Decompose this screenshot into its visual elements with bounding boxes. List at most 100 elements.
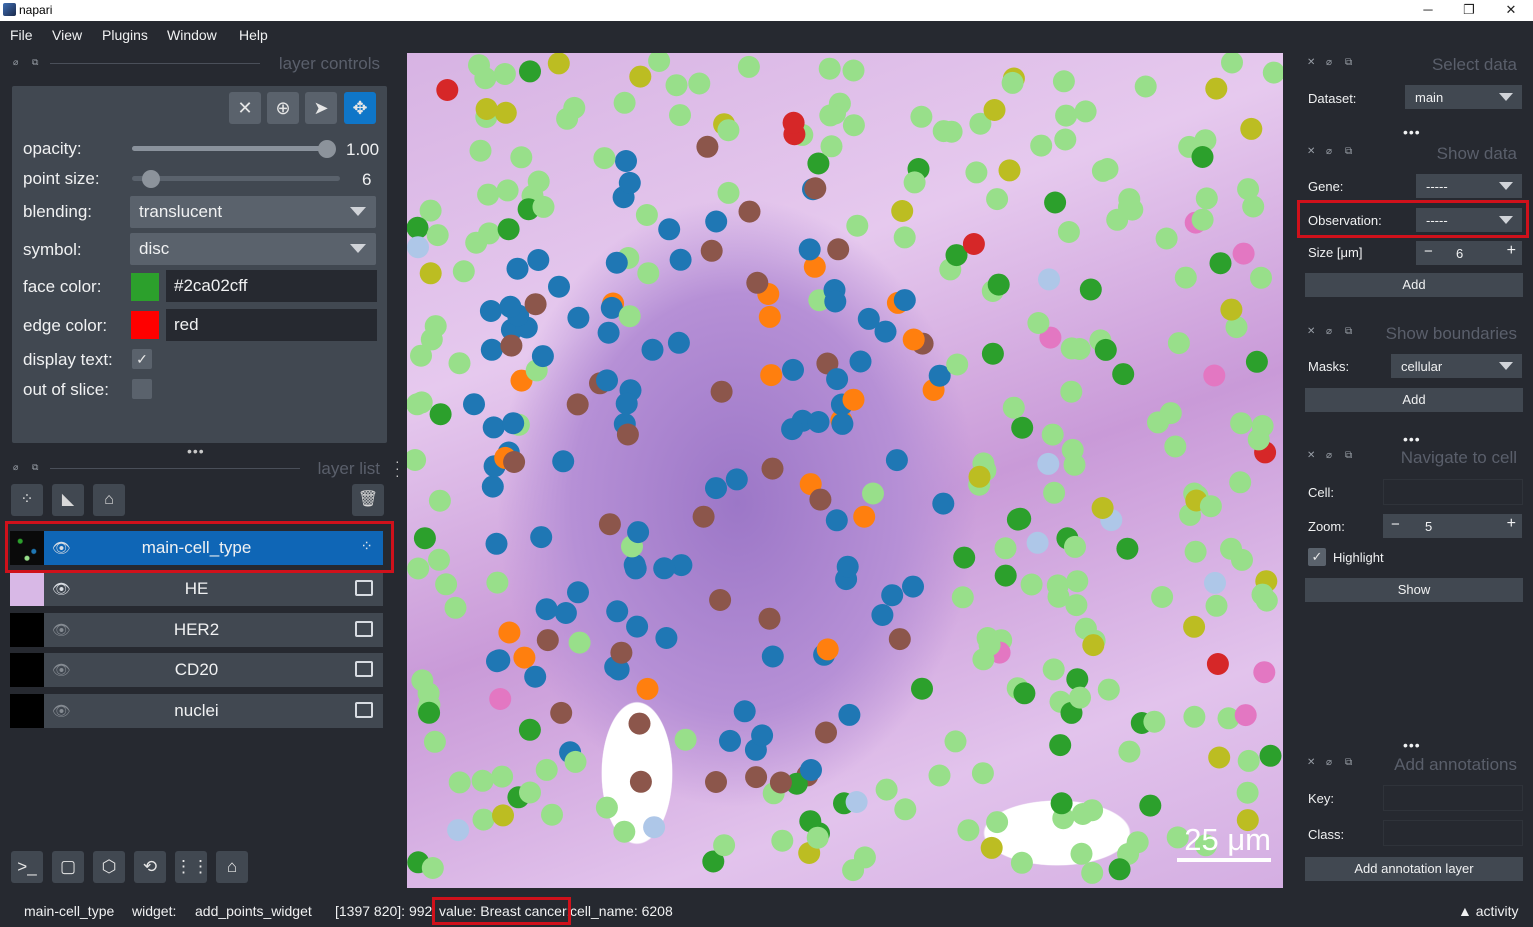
show-cell-button[interactable]: Show xyxy=(1305,578,1523,602)
cell-point[interactable] xyxy=(513,646,536,669)
cell-point[interactable] xyxy=(519,60,541,83)
cell-point[interactable] xyxy=(600,296,623,319)
cell-point[interactable] xyxy=(845,791,868,813)
cell-point[interactable] xyxy=(669,248,692,271)
cell-point[interactable] xyxy=(1052,70,1075,93)
close-icon[interactable]: ✕ xyxy=(1307,146,1316,157)
visibility-eye-icon[interactable]: 👁 xyxy=(52,540,72,557)
cell-point[interactable] xyxy=(536,629,559,652)
cell-point[interactable] xyxy=(894,798,917,821)
layer-list-options-icon[interactable]: · · · xyxy=(395,453,400,483)
cell-point[interactable] xyxy=(969,112,992,135)
cell-point[interactable] xyxy=(1139,794,1162,817)
cell-point[interactable] xyxy=(932,492,955,515)
cell-point[interactable] xyxy=(1112,363,1135,386)
cell-point[interactable] xyxy=(746,271,769,294)
out-of-slice-checkbox[interactable] xyxy=(132,379,152,399)
cell-point[interactable] xyxy=(1081,861,1104,884)
class-input[interactable] xyxy=(1383,820,1523,846)
cell-point[interactable] xyxy=(1013,682,1036,705)
cell-point[interactable] xyxy=(429,403,452,426)
add-annotation-layer-button[interactable]: Add annotation layer xyxy=(1305,857,1523,881)
cell-point[interactable] xyxy=(463,393,485,416)
cell-point[interactable] xyxy=(825,509,848,532)
cell-point[interactable] xyxy=(725,468,748,491)
cell-point[interactable] xyxy=(535,598,558,621)
cell-point[interactable] xyxy=(1049,734,1072,757)
cell-point[interactable] xyxy=(615,150,637,172)
cell-point[interactable] xyxy=(636,677,659,700)
cell-point[interactable] xyxy=(1011,416,1034,439)
cell-point[interactable] xyxy=(502,412,525,435)
cell-point[interactable] xyxy=(971,762,994,785)
cell-point[interactable] xyxy=(418,701,441,724)
cell-point[interactable] xyxy=(853,505,876,528)
console-button[interactable]: >_ xyxy=(11,851,43,883)
cell-point[interactable] xyxy=(807,152,830,175)
cell-point[interactable] xyxy=(485,532,508,555)
cell-point[interactable] xyxy=(527,249,550,271)
cell-point[interactable] xyxy=(758,305,781,328)
cell-point[interactable] xyxy=(1221,53,1243,74)
cell-point[interactable] xyxy=(911,677,933,700)
cell-point[interactable] xyxy=(717,181,740,204)
cell-point[interactable] xyxy=(627,521,650,544)
cell-point[interactable] xyxy=(613,91,636,114)
cell-point[interactable] xyxy=(550,701,573,724)
cell-point[interactable] xyxy=(413,527,436,550)
cell-point[interactable] xyxy=(643,816,666,839)
splitter-handle[interactable]: ••• xyxy=(1403,737,1421,753)
cell-point[interactable] xyxy=(696,135,719,158)
cell-point[interactable] xyxy=(986,811,1009,834)
cell-point[interactable] xyxy=(547,53,570,75)
layer-row-cd20[interactable]: 👁 CD20 xyxy=(10,653,383,687)
cell-point[interactable] xyxy=(629,65,652,88)
dock-icon[interactable]: ⧉ xyxy=(1345,57,1353,68)
cell-point[interactable] xyxy=(447,819,470,842)
cell-point[interactable] xyxy=(482,416,505,439)
hidden-eye-icon[interactable]: 👁 xyxy=(52,703,72,720)
gene-select[interactable]: ----- xyxy=(1416,174,1522,198)
cell-point[interactable] xyxy=(468,54,490,77)
cell-point[interactable] xyxy=(1010,851,1033,874)
cell-point[interactable] xyxy=(842,59,865,82)
cell-point[interactable] xyxy=(1026,531,1049,554)
cell-point[interactable] xyxy=(1066,570,1089,593)
opacity-slider-handle[interactable] xyxy=(318,140,336,158)
pan-zoom-button[interactable]: ✥ xyxy=(344,92,376,124)
cell-point[interactable] xyxy=(932,120,955,143)
cell-point[interactable] xyxy=(1253,661,1276,684)
dock-close-icon[interactable]: ⌀ xyxy=(13,462,19,472)
cell-point[interactable] xyxy=(567,581,589,604)
cell-point[interactable] xyxy=(1050,792,1073,815)
grid-view-button[interactable]: ⋮⋮⋮ xyxy=(175,851,226,883)
cell-point[interactable] xyxy=(717,119,740,142)
cell-point[interactable] xyxy=(769,771,792,794)
cell-point[interactable] xyxy=(800,759,822,781)
cell-point[interactable] xyxy=(1205,594,1228,617)
cell-point[interactable] xyxy=(824,290,847,313)
edge-color-swatch[interactable] xyxy=(131,311,159,339)
cell-point[interactable] xyxy=(1039,326,1062,349)
cell-point[interactable] xyxy=(595,796,618,819)
cell-point[interactable] xyxy=(1044,191,1067,214)
display-text-checkbox[interactable]: ✓ xyxy=(132,349,152,369)
cell-point[interactable] xyxy=(1204,571,1226,594)
cell-point[interactable] xyxy=(987,273,1010,296)
cell-point[interactable] xyxy=(881,584,904,607)
cell-point[interactable] xyxy=(471,769,494,792)
cell-point[interactable] xyxy=(407,216,429,239)
cell-point[interactable] xyxy=(1061,438,1084,461)
add-points-button[interactable]: ⊕ xyxy=(267,92,299,124)
cell-point[interactable] xyxy=(1242,195,1265,218)
transpose-dims-button[interactable]: ⟲ xyxy=(134,851,166,883)
cell-point[interactable] xyxy=(1094,338,1117,361)
cell-point[interactable] xyxy=(498,621,521,644)
activity-button[interactable]: ▲ activity xyxy=(1458,903,1519,919)
cell-point[interactable] xyxy=(535,758,558,781)
cell-point[interactable] xyxy=(552,450,575,473)
cell-point[interactable] xyxy=(480,338,503,361)
cell-point[interactable] xyxy=(503,451,526,473)
cell-points-overlay[interactable] xyxy=(407,53,1283,888)
float-icon[interactable]: ⌀ xyxy=(1326,146,1333,157)
